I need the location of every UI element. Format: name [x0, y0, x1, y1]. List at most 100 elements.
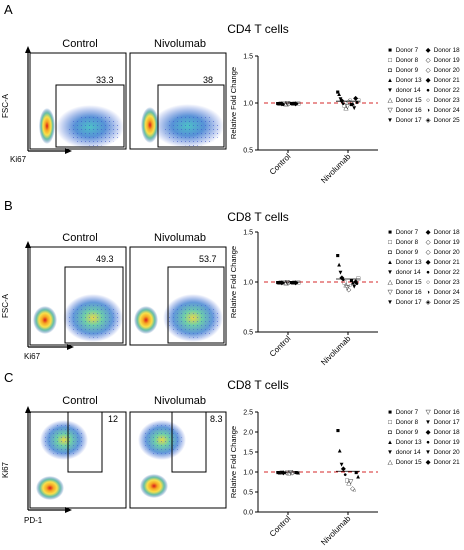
y-tick-label: 0.5	[243, 148, 253, 155]
data-point: ■	[276, 280, 280, 287]
legend-symbol: ◆	[425, 429, 431, 436]
data-point: □	[296, 280, 300, 287]
panel-b-nivolumab-label: Nivolumab	[154, 232, 206, 244]
data-point: ◆	[293, 101, 299, 108]
legend-label: Donor 17	[432, 419, 460, 426]
data-point: □	[283, 280, 287, 287]
data-point: ▲	[350, 101, 356, 108]
legend-label: Donor 20	[432, 249, 460, 256]
data-point: ▼	[351, 284, 357, 291]
legend-item: ◆ Donor 18	[424, 46, 460, 56]
legend-label: Donor 25	[432, 117, 460, 124]
legend-label: Donor 7	[394, 409, 419, 416]
legend-item: ▲ Donor 13	[386, 76, 422, 86]
panel-a-flow-axes	[25, 46, 72, 154]
x-tick-label: Nivolumab	[319, 152, 352, 185]
legend-symbol: ◑	[426, 289, 430, 296]
legend-symbol: ▲	[386, 77, 394, 84]
panel-letter-b: B	[4, 198, 13, 213]
data-point: ○	[288, 280, 292, 287]
data-point: ▼	[277, 280, 283, 287]
data-point: ◆	[339, 275, 345, 282]
data-point: ●	[283, 470, 287, 477]
legend-item: △ Donor 15	[386, 458, 422, 468]
data-point: □	[296, 101, 300, 108]
legend-label: Donor 15	[394, 459, 422, 466]
legend-label: Donor 19	[432, 57, 460, 64]
legend-symbol: □	[388, 239, 392, 246]
legend-label: Donor 21	[432, 77, 460, 84]
legend-symbol: ◇	[425, 57, 431, 64]
data-point: □	[343, 280, 347, 287]
legend-label: Donor 17	[394, 299, 422, 306]
legend-item: ◈ Donor 25	[424, 298, 460, 308]
legend-symbol: ■	[388, 229, 392, 236]
data-point: ▼	[291, 101, 297, 108]
data-point: ○	[348, 97, 352, 104]
data-point: ◇	[346, 287, 352, 294]
data-point: ●	[281, 280, 285, 287]
legend-symbol: ▼	[424, 419, 432, 426]
legend-symbol: ○	[426, 279, 430, 286]
legend-item: ▽ Donor 16	[386, 106, 422, 116]
legend-symbol: ▽	[425, 409, 431, 416]
legend-item: ■ Donor 7	[386, 228, 418, 238]
panel-b-control-flow-plot	[29, 246, 127, 346]
data-point: ●	[355, 100, 359, 107]
panel-a-title: CD4 T cells	[227, 22, 289, 36]
panel-b-nivolumab-gate-value: 53.7	[199, 254, 217, 264]
legend-symbol: ●	[426, 269, 430, 276]
legend-symbol: ▼	[386, 269, 394, 276]
legend-symbol: ■	[388, 409, 392, 416]
data-point: ■	[336, 428, 340, 435]
legend-item: ● Donor 22	[424, 268, 460, 278]
legend-symbol: ◘	[388, 67, 392, 74]
data-point: △	[283, 280, 289, 287]
legend-label: Donor 15	[394, 279, 422, 286]
legend-label: Donor 16	[394, 289, 422, 296]
legend-label: Donor 20	[432, 449, 460, 456]
data-point: ◆	[281, 470, 287, 477]
data-point: ▼	[337, 270, 343, 277]
y-tick-label: 1.0	[243, 280, 253, 287]
y-tick-label: 1.5	[243, 450, 253, 457]
legend-label: Donor 8	[394, 239, 419, 246]
data-point: ▽	[285, 101, 291, 108]
legend-item: ◆ Donor 21	[424, 458, 460, 468]
legend-label: Donor 9	[394, 249, 419, 256]
legend-symbol: ▼	[386, 87, 394, 94]
panel-c-nivolumab-flow-plot	[129, 411, 227, 509]
data-point: △	[346, 480, 352, 487]
legend-symbol: ●	[426, 439, 430, 446]
legend-label: Donor 13	[394, 77, 422, 84]
legend-label: Donor 8	[394, 57, 419, 64]
legend-item: ◈ Donor 25	[424, 116, 460, 126]
legend-symbol: ◆	[425, 259, 431, 266]
legend-label: Donor 9	[394, 67, 419, 74]
legend-item: ◇ Donor 20	[424, 66, 460, 76]
legend-item: □ Donor 8	[386, 238, 418, 248]
data-point: ■	[294, 470, 298, 477]
legend-item: □ Donor 8	[386, 56, 418, 66]
data-point: ●	[343, 472, 347, 479]
legend-item: □ Donor 8	[386, 418, 418, 428]
legend-label: Donor 8	[394, 419, 419, 426]
data-point: ○	[352, 488, 356, 495]
data-point: ■	[276, 101, 280, 108]
legend-item: ■ Donor 7	[386, 408, 418, 418]
data-point: △	[343, 282, 349, 289]
legend-label: Donor 20	[432, 67, 460, 74]
legend-label: Donor 17	[394, 117, 422, 124]
legend-label: Donor 22	[432, 87, 460, 94]
panel-b-flow-x-label: Ki67	[24, 352, 41, 361]
legend-label: Donor 16	[432, 409, 460, 416]
legend-item: ○ Donor 23	[424, 96, 460, 106]
data-point: ●	[295, 101, 299, 108]
data-point: ◆	[279, 280, 285, 287]
data-point: ◆	[353, 95, 359, 102]
y-tick-label: 1.0	[243, 101, 253, 108]
data-point: △	[286, 470, 292, 477]
legend-symbol: ○	[426, 97, 430, 104]
